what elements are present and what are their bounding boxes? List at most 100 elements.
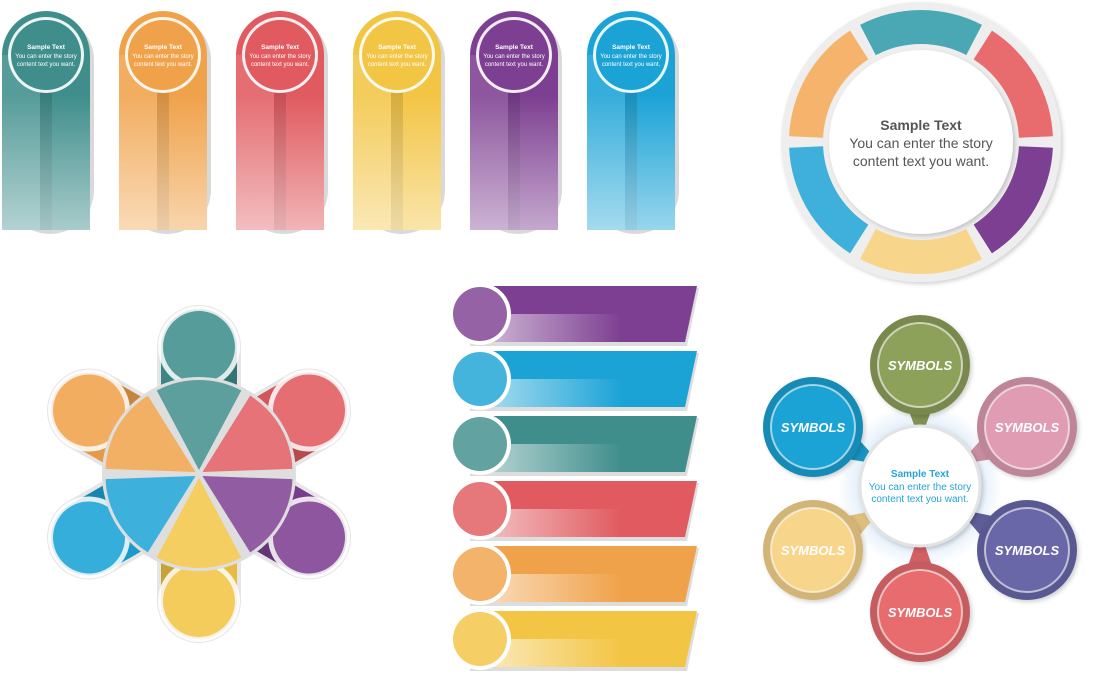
flower-petal-light_yellow: SYMBOLS [763, 500, 882, 600]
pillar-body-line1: You can enter the story [15, 54, 77, 60]
pillar-title: Sample Text [612, 44, 651, 51]
ring-title: Sample Text [880, 117, 962, 133]
banner-sheen [490, 639, 710, 667]
pillar-fade [119, 95, 207, 230]
banner-disc [453, 352, 507, 406]
pillar-body-line2: content text you want. [368, 62, 427, 68]
pillar-body-line1: You can enter the story [132, 54, 194, 60]
pillar-body-line1: You can enter the story [600, 54, 662, 60]
ring-segment-sea [860, 10, 982, 56]
pillar-body-line1: You can enter the story [366, 54, 428, 60]
banner-sheen [490, 379, 710, 407]
segment-ring-group: Sample Text You can enter the story conten… [781, 2, 1061, 282]
pillar-title: Sample Text [378, 44, 417, 51]
ring-segment-coral [973, 30, 1053, 138]
flower-center [858, 424, 982, 548]
banner-sheen [490, 509, 710, 537]
flower-petal-inner [984, 507, 1070, 593]
banner-sheen [490, 444, 710, 472]
ring-segment-light_yellow [860, 228, 982, 274]
banner-disc [453, 482, 507, 536]
flower-title: Sample Text [891, 469, 950, 480]
pillar-badge [596, 20, 666, 90]
pillar-body-line1: You can enter the story [483, 54, 545, 60]
ring-segment-light_blue [789, 146, 869, 254]
banner-disc [453, 287, 507, 341]
pillar-badge [245, 20, 315, 90]
flower-petal-inner [984, 384, 1070, 470]
banner-purple [449, 283, 710, 346]
banner-disc [453, 612, 507, 666]
ring-body-line1: You can enter the story [849, 135, 992, 151]
pillar-purple: Sample Text You can enter the story conten… [470, 11, 562, 234]
pillar-body-line2: content text you want. [485, 62, 544, 68]
flower-petal-label: SYMBOLS [995, 420, 1060, 435]
pillar-body-line2: content text you want. [17, 62, 76, 68]
banner-orange [449, 543, 710, 606]
symbol-flower-group: SYMBOLS SYMBOLS SYMBOLS SYMBOLS SYMBOLS SYMBO… [763, 315, 1077, 662]
pillar-badge [128, 20, 198, 90]
pillar-red: Sample Text You can enter the story conten… [236, 11, 328, 234]
flower-petal-inner [877, 322, 963, 408]
flower-petal-label: SYMBOLS [888, 605, 953, 620]
star-cap [272, 501, 345, 574]
flower-petal-inner [770, 507, 856, 593]
flower-petal-label: SYMBOLS [781, 420, 846, 435]
stacked-banners-group [449, 283, 710, 671]
pillar-title: Sample Text [27, 44, 66, 51]
pillar-badge [362, 20, 432, 90]
banner-yellow [449, 608, 710, 671]
flower-petal-blue: SYMBOLS [763, 377, 881, 477]
banner-teal [449, 413, 710, 476]
star-cap [163, 311, 235, 383]
star-cap [53, 374, 126, 447]
ring-body-line2: content text you want. [853, 153, 989, 169]
pillar-body-line2: content text you want. [251, 62, 310, 68]
star-cap [272, 374, 345, 447]
pillar-fade [587, 95, 675, 230]
pillar-body-line1: You can enter the story [249, 54, 311, 60]
star-cap [53, 501, 126, 574]
ring-center [829, 50, 1013, 234]
banner-red [449, 478, 710, 541]
pillar-fade [470, 95, 558, 230]
flower-petal-label: SYMBOLS [995, 543, 1060, 558]
flower-petal-label: SYMBOLS [781, 543, 846, 558]
pillar-title: Sample Text [144, 44, 183, 51]
flower-petal-label: SYMBOLS [888, 358, 953, 373]
pillar-body-line2: content text you want. [134, 62, 193, 68]
star-cap [163, 565, 235, 637]
flower-petal-inner [877, 569, 963, 655]
star-hub-slice-teal [156, 380, 242, 470]
banner-disc [453, 417, 507, 471]
flower-petal-olive: SYMBOLS [870, 315, 970, 441]
pillar-badge [11, 20, 81, 90]
flower-petal-indigo: SYMBOLS [958, 500, 1077, 600]
banner-sheen [490, 314, 710, 342]
star-hub-slice-yellow [156, 478, 242, 568]
pillar-fade [2, 95, 90, 230]
flower-petal-pink: SYMBOLS [959, 377, 1077, 477]
pillar-blue: Sample Text You can enter the story conten… [587, 11, 679, 234]
pillar-badge [479, 20, 549, 90]
banner-blue [449, 348, 710, 411]
ring-segment-light_orange [789, 30, 869, 138]
pillar-title: Sample Text [261, 44, 300, 51]
pillar-teal: Sample Text You can enter the story conten… [2, 11, 94, 234]
flower-petal-inner [770, 384, 856, 470]
pillar-banners-group: Sample Text You can enter the story conten… [2, 11, 679, 234]
six-arm-star-group [47, 305, 351, 643]
ring-segment-purple [973, 146, 1053, 254]
star-hub-slice-blue [105, 476, 196, 553]
star-hub-slice-red [202, 395, 293, 472]
pillar-fade [353, 95, 441, 230]
pillar-title: Sample Text [495, 44, 534, 51]
banner-disc [453, 547, 507, 601]
banner-sheen [490, 574, 710, 602]
star-hub-slice-purple [202, 476, 293, 553]
pillar-fade [236, 95, 324, 230]
pillar-orange: Sample Text You can enter the story conten… [119, 11, 211, 234]
pillar-body-line2: content text you want. [602, 62, 661, 68]
